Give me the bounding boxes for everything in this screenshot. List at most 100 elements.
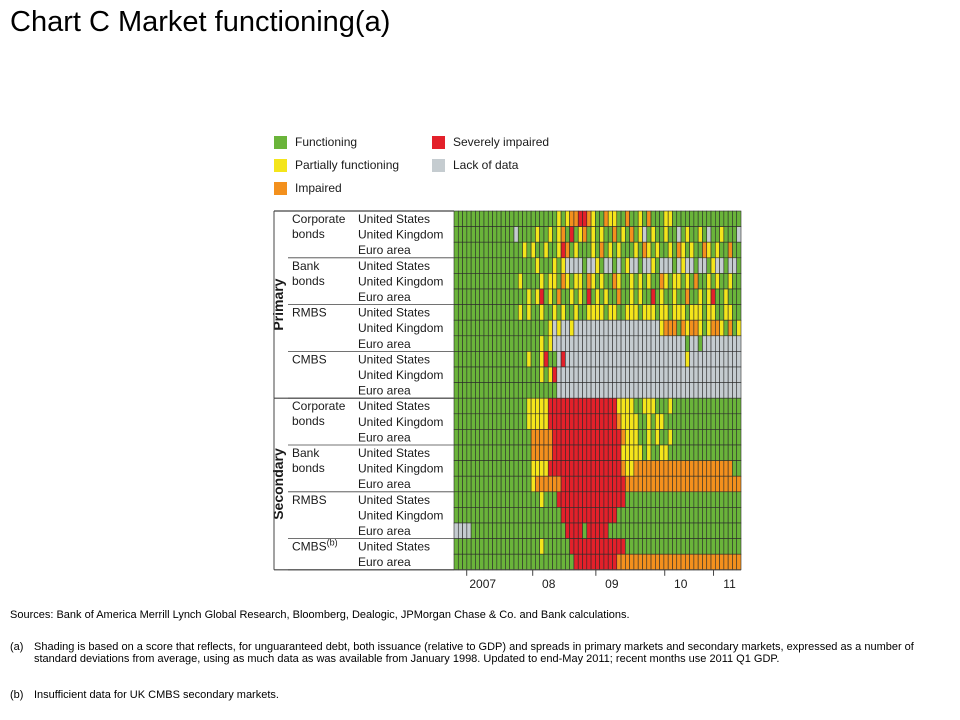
heatmap-cell [496,538,502,555]
heatmap-cell [663,273,669,290]
heatmap-cell [457,444,463,461]
heatmap-cell [492,366,498,383]
heatmap-cell [577,382,583,399]
heatmap-cell [727,241,733,259]
heatmap-cell [732,444,738,461]
heatmap-cell [453,491,459,508]
heatmap-cell [556,522,562,539]
heatmap-cell [509,335,515,352]
heatmap-cell [522,351,528,368]
heatmap-cell [522,522,528,539]
heatmap-cell [625,397,630,415]
heatmap-cell [607,335,613,352]
heatmap-cell [547,351,553,368]
heatmap-cell [573,257,579,274]
heatmap-cell [509,460,515,477]
heatmap-cell [625,273,630,290]
heatmap-cell [702,382,708,399]
market-label: Corporate [292,399,346,413]
heatmap-cell [517,226,523,243]
legend-partially-functioning: Partially functioning [274,158,399,172]
heatmap-cell [487,288,493,305]
heatmap-cell [586,397,592,415]
heatmap-cell [500,304,506,321]
heatmap-cell [496,273,502,290]
heatmap-cell [483,553,489,571]
heatmap-cell [710,553,716,571]
heatmap-cell [522,553,528,571]
heatmap-cell [479,553,485,571]
heatmap-cell [530,382,536,399]
heatmap-cell [702,507,708,524]
heatmap-cell [590,319,596,337]
heatmap-cell [522,538,528,555]
heatmap-cell [646,351,652,368]
heatmap-cell [637,475,643,493]
heatmap-cell [655,413,660,430]
heatmap-cell [535,553,540,571]
heatmap-cell [642,226,648,243]
legend-severely-impaired: Severely impaired [432,135,549,149]
heatmap-cell [697,210,703,227]
heatmap-cell [697,507,703,524]
heatmap-cell [646,553,652,571]
heatmap-cell [646,210,652,227]
heatmap-cell [723,273,729,290]
heatmap-cell [620,538,626,555]
footnote-b: (b) Insufficient data for UK CMBS second… [10,689,940,701]
heatmap-cell [625,475,630,493]
heatmap-cell [479,304,485,321]
heatmap-cell [672,288,678,305]
heatmap-cell [625,319,630,337]
heatmap-cell [492,553,498,571]
heatmap-cell [526,257,532,274]
heatmap-cell [509,429,515,446]
heatmap-cell [667,538,673,555]
heatmap-cell [637,413,643,430]
heatmap-cell [607,241,613,259]
heatmap-cell [577,257,583,274]
heatmap-cell [697,538,703,555]
heatmap-cell [723,397,729,415]
heatmap-cell [539,382,545,399]
heatmap-cell [689,226,695,243]
heatmap-cell [595,335,600,352]
heatmap-cell [646,475,652,493]
heatmap-cell [569,241,575,259]
footnote-tag: (b) [10,689,24,701]
heatmap-cell [633,397,639,415]
heatmap-cell [582,335,588,352]
heatmap-cell [629,351,635,368]
heatmap-cell [505,491,510,508]
heatmap-cell [543,304,549,321]
heatmap-cell [659,210,665,227]
heatmap-cell [620,351,626,368]
heatmap-cell [539,460,545,477]
heatmap-cell [650,335,656,352]
heatmap-cell [573,351,579,368]
heatmap-cell [689,351,695,368]
heatmap-cell [483,444,489,461]
heatmap-cell [573,522,579,539]
heatmap-cell [496,241,502,259]
heatmap-cell [475,382,481,399]
heatmap-cell [685,413,690,430]
heatmap-cell [714,522,720,539]
heatmap-cell [697,366,703,383]
heatmap-cell [727,226,733,243]
heatmap-cell [552,413,558,430]
heatmap-cell [667,351,673,368]
heatmap-cell [620,273,626,290]
heatmap-cell [646,273,652,290]
heatmap-cell [565,397,570,415]
heatmap-cell [492,444,498,461]
heatmap-cell [492,319,498,337]
heatmap-cell [457,429,463,446]
heatmap-cell [599,366,605,383]
heatmap-cell [573,366,579,383]
heatmap-cell [552,444,558,461]
heatmap-cell [492,273,498,290]
heatmap-cell [706,351,712,368]
region-label: United States [358,493,430,507]
heatmap-cell [547,241,553,259]
